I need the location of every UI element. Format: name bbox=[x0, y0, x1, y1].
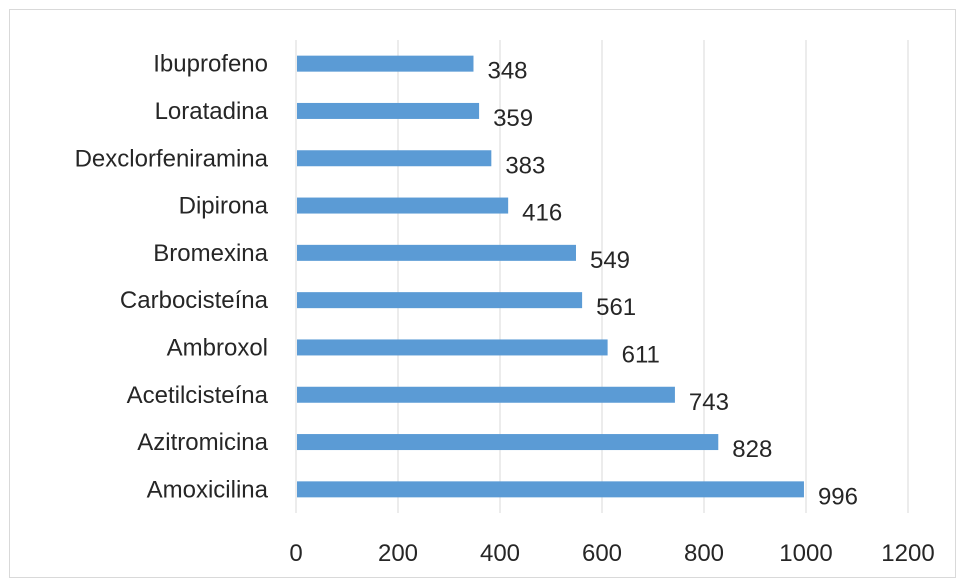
category-label: Ambroxol bbox=[167, 334, 268, 361]
x-tick-label: 400 bbox=[480, 540, 520, 567]
bar bbox=[297, 292, 583, 309]
data-label: 996 bbox=[818, 483, 858, 510]
data-label: 611 bbox=[622, 341, 660, 368]
category-label: Dipirona bbox=[179, 193, 269, 220]
x-tick-label: 800 bbox=[684, 540, 724, 567]
category-label: Amoxicilina bbox=[147, 476, 269, 503]
bar bbox=[297, 150, 492, 167]
category-label: Azitromicina bbox=[137, 429, 268, 456]
category-label: Acetilcisteína bbox=[127, 382, 269, 409]
data-label: 359 bbox=[493, 105, 533, 132]
category-label: Loratadina bbox=[155, 98, 269, 125]
bar bbox=[297, 386, 675, 403]
category-labels: Ibuprofeno Loratadina Dexclorfeniramina Dip… bbox=[75, 51, 269, 504]
data-label: 743 bbox=[689, 389, 729, 416]
category-label: Ibuprofeno bbox=[153, 51, 268, 78]
bar bbox=[297, 481, 804, 498]
x-tick-label: 1200 bbox=[881, 540, 934, 567]
x-tick-label: 0 bbox=[289, 540, 302, 567]
category-label: Dexclorfeniramina bbox=[75, 145, 269, 172]
bar bbox=[297, 434, 719, 451]
data-label: 828 bbox=[732, 436, 772, 463]
data-label: 549 bbox=[590, 247, 630, 274]
category-label: Bromexina bbox=[153, 240, 268, 267]
bar bbox=[297, 197, 509, 214]
bar bbox=[297, 102, 480, 119]
category-label: Carbocisteína bbox=[120, 287, 269, 314]
bar bbox=[297, 339, 608, 356]
x-tick-label: 1000 bbox=[779, 540, 832, 567]
x-tick-label: 200 bbox=[378, 540, 418, 567]
data-label: 561 bbox=[596, 294, 636, 321]
bar bbox=[297, 244, 576, 261]
bar bbox=[297, 55, 474, 72]
data-label: 348 bbox=[487, 58, 527, 85]
x-tick-labels: 0 200 400 600 800 1000 1200 bbox=[289, 540, 934, 567]
x-tick-label: 600 bbox=[582, 540, 622, 567]
bars bbox=[297, 55, 804, 498]
data-label: 416 bbox=[522, 200, 562, 227]
data-label: 383 bbox=[505, 152, 545, 179]
